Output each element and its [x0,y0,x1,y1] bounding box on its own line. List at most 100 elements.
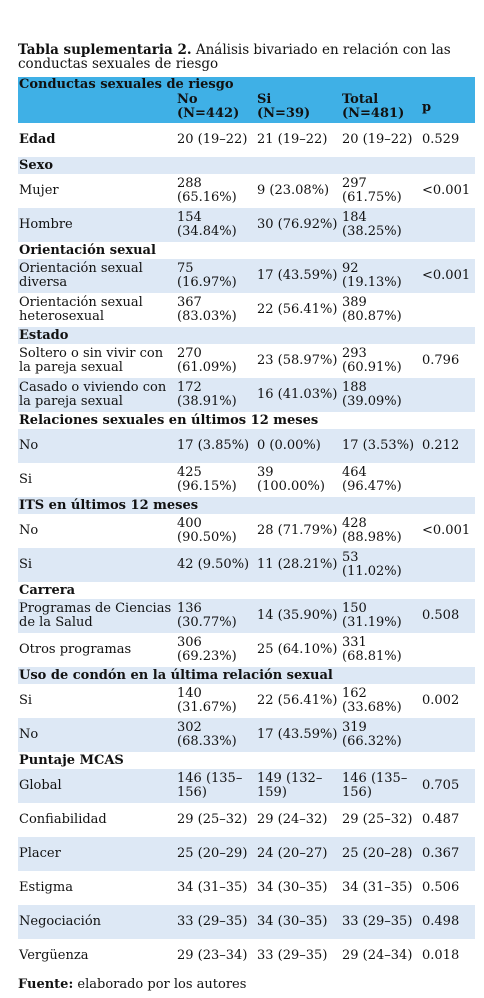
cell-si: 9 (23.08%) [257,183,330,198]
table-row: Mujer 288 (65.16%) 9 (23.08%) 297 (61.75%) <… [18,174,475,208]
row-label: Global [18,769,176,803]
section-header-row: Carrera [18,582,475,599]
header-p: p [421,93,476,123]
cell-no: 270 (61.09%) [177,346,237,375]
row-label: Si [19,693,33,708]
cell-si: 22 (56.41%) [257,302,338,317]
cell-total: 20 (19–22) [342,132,413,147]
cell-si: 29 (24–32) [257,812,328,827]
cell-p [421,463,475,497]
table-row: Placer 25 (20–29) 24 (20–27) 25 (20–28) 0.36… [18,837,476,871]
section-title: Orientación sexual [19,242,156,258]
table-row: No 302 (68.33%) 17 (43.59%) 319 (66.32%) [18,718,476,752]
cell-total: 29 (24–34) [342,948,413,963]
cell-no: 288 (65.16%) [177,176,237,205]
cell-p [421,548,476,582]
section-header-row: Estado [18,327,476,344]
table-row: Hombre 154 (34.84%) 30 (76.92%) 184 (38.25%… [18,208,476,242]
row-label: Confiabilidad [19,812,107,827]
cell-total: 92 (19.13%) [341,259,421,293]
cell-si: 28 (71.79%) [257,523,338,538]
cell-si: 34 (30–35) [257,880,328,895]
cell-si: 11 (28.21%) [256,548,341,582]
cell-si: 17 (43.59%) [256,718,341,752]
table-row: Confiabilidad 29 (25–32) 29 (24–32) 29 (25–… [18,803,475,837]
cell-si: 22 (56.41%) [257,693,338,708]
table-row: Soltero o sin vivir con la pareja sexual… [18,344,475,378]
section-header-row: ITS en últimos 12 meses [18,497,476,514]
cell-p: 0.498 [421,905,476,939]
table-row: Global 146 (135–156) 149 (132–159) 146 (135… [18,769,476,803]
cell-total: 34 (31–35) [342,880,413,895]
cell-total: 297 (61.75%) [342,176,402,205]
group-title: Conductas sexuales de riesgo [18,77,476,93]
table-caption: Tabla suplementaria 2. Análisis bivariad… [18,43,478,71]
cell-si: 33 (29–35) [257,948,328,963]
cell-p: 0.212 [421,429,476,463]
row-label: Programas de Ciencias de la Salud [18,599,176,633]
row-label: No [18,429,176,463]
cell-si: 23 (58.97%) [257,353,338,368]
row-label: Si [18,548,176,582]
cell-p: 0.796 [422,353,460,368]
cell-p: 0.705 [421,769,476,803]
row-label: Edad [19,132,56,147]
table-column-header-row: No (N=442) Si (N=39) Total (N=481) p [18,93,476,123]
cell-p [421,208,476,242]
cell-no: 20 (19–22) [177,132,248,147]
cell-total: 331 (68.81%) [342,635,402,664]
header-no-cell: No (N=442) [176,93,256,123]
cell-no: 75 (16.97%) [176,259,256,293]
cell-total: 33 (29–35) [341,905,421,939]
section-title: Uso de condón en la última relación sexu… [18,667,476,684]
row-label: Otros programas [19,642,132,657]
cell-si: 17 (43.59%) [256,259,341,293]
table-row: Negociación 33 (29–35) 34 (30–35) 33 (29–35… [18,905,476,939]
cell-p [421,633,475,667]
cell-no: 172 (38.91%) [176,378,256,412]
row-label: Orientación sexual heterosexual [19,295,143,324]
table-row: Vergüenza 29 (23–34) 33 (29–35) 29 (24–34) 0… [18,939,475,973]
table-row: Si 425 (96.15%) 39 (100.00%) 464 (96.47%) [18,463,475,497]
cell-no: 33 (29–35) [176,905,256,939]
header-label-cell [18,93,176,123]
footer-label: Fuente: [18,977,74,992]
cell-total: 150 (31.19%) [341,599,421,633]
cell-si: 16 (41.03%) [256,378,341,412]
row-label: Orientación sexual diversa [18,259,176,293]
cell-total: 389 (80.87%) [342,295,402,324]
section-header-row: Relaciones sexuales en últimos 12 meses [18,412,475,429]
table-row: Casado o viviendo con la pareja sexual 17… [18,378,476,412]
cell-p: 0.487 [422,812,460,827]
row-label: Vergüenza [19,948,89,963]
row-label: Placer [18,837,176,871]
cell-p [421,718,476,752]
cell-total: 25 (20–28) [341,837,421,871]
table-body: Conductas sexuales de riesgo No (N=442) S… [18,77,476,973]
cell-total: 146 (135–156) [341,769,421,803]
cell-si: 34 (30–35) [256,905,341,939]
cell-total: 188 (39.09%) [341,378,421,412]
cell-no: 425 (96.15%) [177,465,237,494]
header-si-n: (N=39) [257,106,311,121]
cell-no: 42 (9.50%) [176,548,256,582]
cell-si: 0 (0.00%) [256,429,341,463]
cell-p [421,378,476,412]
cell-p: 0.002 [422,693,460,708]
cell-no: 17 (3.85%) [176,429,256,463]
section-header-row: Uso de condón en la última relación sexu… [18,667,476,684]
cell-p: 0.018 [422,948,460,963]
header-total-cell: Total (N=481) [341,93,421,123]
section-title: Estado [18,327,476,344]
cell-no: 154 (34.84%) [176,208,256,242]
cell-si: 25 (64.10%) [257,642,338,657]
table-row: Si 42 (9.50%) 11 (28.21%) 53 (11.02%) [18,548,476,582]
cell-si: 149 (132–159) [256,769,341,803]
section-title: Puntaje MCAS [19,752,124,768]
cell-total: 293 (60.91%) [342,346,402,375]
table-row: Orientación sexual heterosexual 367 (83.0… [18,293,475,327]
footer-text: elaborado por los autores [77,977,247,992]
cell-total: 162 (33.68%) [342,686,402,715]
header-no: No [177,93,198,107]
header-total-n: (N=481) [342,106,405,121]
